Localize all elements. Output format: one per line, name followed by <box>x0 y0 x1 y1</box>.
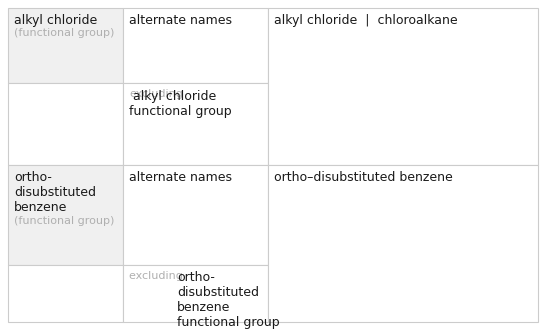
Bar <box>8 165 123 265</box>
Text: (functional group): (functional group) <box>14 28 114 38</box>
Bar <box>268 165 538 322</box>
Bar <box>8 265 123 322</box>
Bar <box>123 165 268 265</box>
Text: alternate names: alternate names <box>129 171 232 184</box>
Text: alkyl chloride: alkyl chloride <box>14 14 97 27</box>
Bar <box>268 8 538 165</box>
Bar <box>123 83 268 165</box>
Text: ortho-
disubstituted
benzene: ortho- disubstituted benzene <box>14 171 96 214</box>
Text: alkyl chloride  |  chloroalkane: alkyl chloride | chloroalkane <box>274 14 458 27</box>
Text: alternate names: alternate names <box>129 14 232 27</box>
Text: (functional group): (functional group) <box>14 216 114 226</box>
Bar <box>123 265 268 322</box>
Bar <box>123 8 268 83</box>
Bar <box>8 8 123 83</box>
Text: excluding: excluding <box>129 89 183 99</box>
Bar <box>8 83 123 165</box>
Text: ortho–disubstituted benzene: ortho–disubstituted benzene <box>274 171 453 184</box>
Text: ortho-
disubstituted
benzene
functional group: ortho- disubstituted benzene functional … <box>177 271 280 329</box>
Text: excluding: excluding <box>129 271 186 281</box>
Text: alkyl chloride
functional group: alkyl chloride functional group <box>129 90 232 118</box>
